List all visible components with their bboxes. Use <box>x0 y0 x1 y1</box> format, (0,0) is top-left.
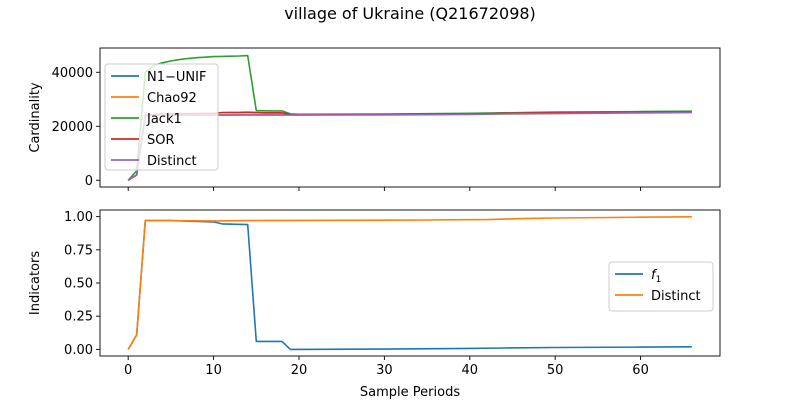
x-tick-label: 20 <box>291 363 308 378</box>
legend-label: Distinct <box>147 154 197 169</box>
legend-frame <box>104 63 219 171</box>
x-tick-label: 30 <box>376 363 393 378</box>
legend-label: Chao92 <box>147 91 197 106</box>
chart-panels: 0 20000 40000 Cardinality N1−UNIF Chao92 Jack1… <box>28 47 721 400</box>
plot-frame <box>99 47 721 188</box>
y-tick-label: 0.00 <box>64 343 93 358</box>
legend: N1−UNIF Chao92 Jack1 SOR Distinct <box>104 63 219 171</box>
y-tick-label: 40000 <box>52 66 93 81</box>
legend: f1 Distinct <box>608 261 714 312</box>
chart-panel-top: 0 20000 40000 Cardinality N1−UNIF Chao92 Jack1… <box>28 47 721 191</box>
legend-label: Distinct <box>651 289 701 304</box>
legend-label: N1−UNIF <box>147 70 206 85</box>
series-line-distinct <box>127 216 692 350</box>
y-tick-label: 0 <box>85 174 93 189</box>
y-tick-label: 20000 <box>52 120 93 135</box>
y-axis-label: Indicators <box>28 251 43 315</box>
y-tick-label: 0.50 <box>64 277 93 292</box>
x-tick-label: 40 <box>462 363 479 378</box>
chart-panel-bottom: 0 10 20 30 40 50 60 0.00 0.25 0.50 0.75 1.00 Indicat… <box>28 209 721 400</box>
legend-label: SOR <box>147 133 175 148</box>
y-axis-label: Cardinality <box>28 82 43 153</box>
x-tick-label: 50 <box>547 363 564 378</box>
series-group <box>127 216 692 351</box>
x-tick-label: 0 <box>124 363 132 378</box>
y-tick-label: 0.75 <box>64 243 93 258</box>
y-tick-label: 0.25 <box>64 310 93 325</box>
legend-label: Jack1 <box>146 112 182 127</box>
figure-title: village of Ukraine (Q21672098) <box>284 4 536 23</box>
x-tick-label: 10 <box>205 363 222 378</box>
legend-label: f1 <box>651 268 661 285</box>
y-tick-label: 1.00 <box>64 210 93 225</box>
x-axis-label: Sample Periods <box>360 385 460 400</box>
x-tick-label: 60 <box>632 363 649 378</box>
